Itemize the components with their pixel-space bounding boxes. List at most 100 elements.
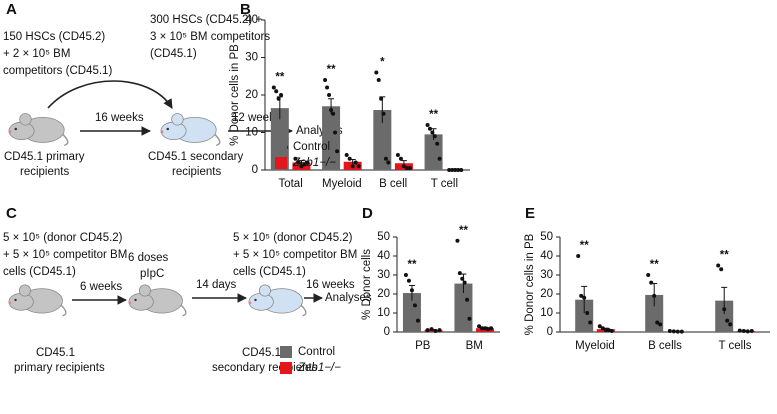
text: recipients — [20, 166, 69, 178]
data-point — [407, 166, 412, 171]
data-point — [675, 329, 680, 334]
data-point — [329, 108, 334, 112]
data-point — [722, 307, 727, 312]
text: 150 HSCs (CD45.2) — [3, 31, 105, 43]
bar-chart: D % Donor cells 0 10 20 30 40 50 PB ** BM ** Control… — [280, 205, 500, 374]
data-point — [293, 156, 298, 161]
data-point — [728, 322, 733, 327]
data-point — [437, 328, 442, 333]
panel-label: A — [6, 1, 17, 18]
data-point — [305, 160, 310, 165]
data-point — [646, 273, 651, 277]
text: cells (CD45.1) — [3, 266, 76, 278]
data-point — [679, 329, 684, 334]
panel-label: E — [525, 205, 535, 222]
data-point — [741, 329, 746, 334]
text: 6 doses — [128, 252, 169, 264]
bar — [575, 299, 594, 332]
y-tick-label: 10 — [377, 307, 390, 319]
text: cells (CD45.1) — [233, 266, 306, 278]
y-tick-label: 10 — [540, 307, 553, 319]
y-axis-label: % Donor cells in PB — [229, 44, 241, 146]
significance: ** — [429, 109, 438, 121]
data-point — [457, 271, 462, 276]
data-point — [450, 168, 455, 172]
data-point — [655, 320, 660, 325]
mouse — [8, 284, 67, 317]
bar-chart: B % Donor cells in PB 0 10 20 30 40 Total ** Myel… — [229, 1, 470, 190]
text: 12 weeks — [232, 112, 281, 124]
data-point — [401, 164, 406, 169]
data-point — [331, 111, 336, 116]
data-point — [462, 280, 467, 285]
data-point — [356, 164, 361, 169]
y-tick-label: 50 — [377, 231, 390, 243]
data-point — [379, 96, 384, 101]
data-point — [597, 324, 602, 329]
data-point — [374, 70, 379, 75]
data-point — [603, 328, 608, 333]
data-point — [671, 329, 676, 334]
data-point — [276, 96, 281, 101]
y-tick-label: 10 — [245, 127, 258, 139]
data-point — [403, 273, 408, 277]
text: 16 weeks — [95, 112, 144, 124]
significance: * — [380, 57, 385, 69]
data-point — [435, 141, 440, 146]
x-tick-label: PB — [415, 340, 431, 352]
data-point — [745, 329, 750, 334]
legend-swatch — [275, 157, 287, 169]
data-point — [737, 328, 742, 333]
significance: ** — [720, 250, 729, 262]
text: competitors (CD45.1) — [3, 65, 112, 77]
text: CD45.1 primary — [4, 151, 85, 163]
data-point — [455, 238, 460, 243]
data-point — [667, 329, 672, 334]
significance: ** — [580, 240, 589, 252]
data-point — [719, 267, 724, 272]
bar — [270, 108, 289, 170]
data-point — [749, 329, 754, 334]
text: pIpC — [140, 268, 164, 280]
x-tick-label: B cell — [379, 178, 407, 190]
text: 300 HSCs (CD45.2) + — [150, 14, 262, 26]
data-point — [453, 168, 458, 172]
data-point — [274, 89, 279, 94]
data-point — [460, 276, 465, 281]
data-point — [406, 278, 411, 283]
x-tick-label: Total — [278, 178, 302, 190]
text: 14 days — [196, 279, 237, 291]
data-point — [477, 324, 482, 329]
bar — [736, 331, 755, 332]
data-point — [333, 130, 338, 135]
panel-label: C — [6, 205, 17, 222]
x-tick-label: T cells — [718, 340, 751, 352]
data-point — [296, 160, 301, 165]
data-point — [323, 78, 328, 82]
legend-swatch — [280, 362, 292, 374]
y-tick-label: 20 — [377, 288, 390, 300]
data-point — [299, 164, 304, 169]
data-point — [725, 318, 730, 323]
data-point — [582, 295, 587, 300]
data-point — [432, 134, 437, 139]
data-point — [325, 85, 330, 90]
y-tick-label: 40 — [377, 250, 390, 262]
data-point — [353, 160, 358, 165]
data-point — [433, 329, 438, 334]
data-point — [425, 123, 430, 127]
bar — [373, 110, 392, 170]
y-tick-label: 20 — [245, 89, 258, 101]
x-tick-label: Myeloid — [322, 178, 362, 190]
data-point — [427, 126, 432, 131]
data-point — [429, 327, 434, 332]
arrow — [47, 80, 173, 109]
x-tick-label: B cells — [648, 340, 682, 352]
x-tick-label: Myeloid — [575, 340, 615, 352]
data-point — [600, 326, 605, 331]
data-point — [467, 316, 472, 321]
y-tick-label: 0 — [252, 164, 258, 176]
legend-label: Control — [293, 141, 330, 153]
legend-label: Zeb1−/− — [292, 157, 336, 169]
